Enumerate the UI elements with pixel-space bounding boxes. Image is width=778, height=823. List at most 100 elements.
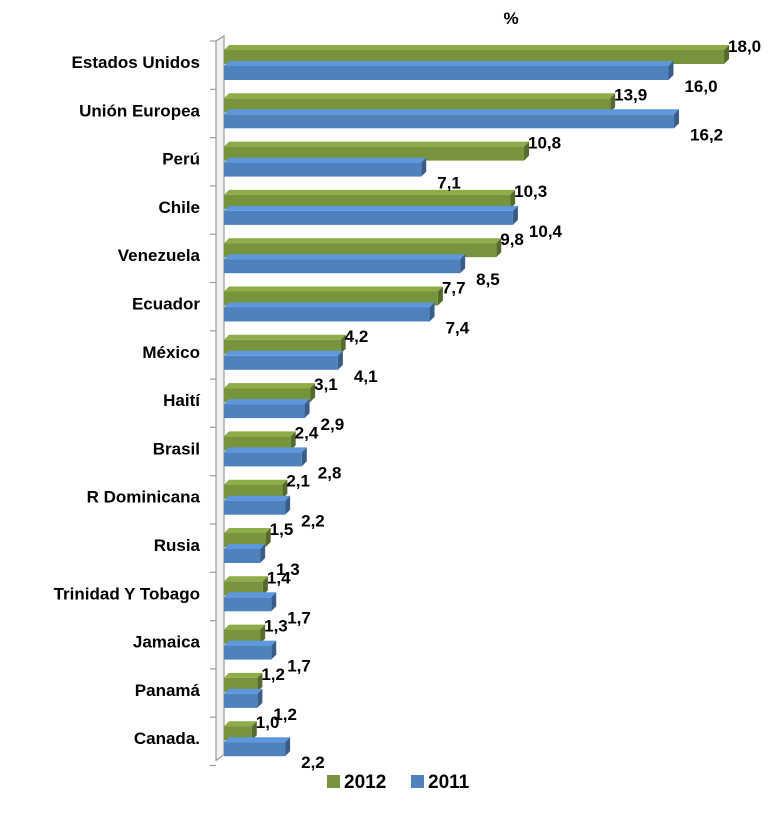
bar-side-face [524,141,530,161]
value-label-2011: 1,7 [287,657,311,676]
bar-2011 [224,109,680,129]
bar-front-face [224,355,338,370]
bar-front-face [224,339,341,354]
value-label-2011: 1,7 [287,608,311,627]
bar-front-face [224,581,263,596]
value-label-2012: 10,8 [528,134,561,153]
legend-swatch-2012 [327,775,340,788]
category-label: Canada. [134,729,200,748]
value-label-2012: 3,1 [314,375,338,394]
bar-front-face [224,629,261,644]
bar-side-face [460,254,466,274]
category-axis [210,34,225,767]
bar-2011 [224,350,343,370]
category-label: Haití [163,391,201,410]
value-label-2012: 1,0 [256,713,280,732]
legend: 2012 2011 [327,772,470,793]
category-label: Unión Europea [79,101,200,120]
bar-top-face [224,238,502,244]
category-label: Rusia [154,536,201,555]
bar-2012 [224,672,263,692]
value-label-2012: 1,4 [267,568,291,587]
bar-side-face [668,61,674,80]
value-label-2012: 9,8 [500,230,524,249]
bar-side-face [610,93,616,113]
bar-top-face [224,495,291,501]
bar-front-face [224,533,266,547]
bar-2011 [224,688,263,708]
bar-2012 [224,45,730,64]
bar-top-face [224,302,435,308]
bar-top-face [224,672,263,678]
bar-2012 [224,624,266,644]
bar-front-face [224,452,302,467]
value-label-2012: 2,1 [286,472,310,491]
bar-top-face [224,592,277,598]
value-label-2011: 2,2 [301,512,325,531]
bar-2012 [224,286,443,306]
bar-front-face [224,243,497,258]
bar-top-face [224,254,466,260]
bar-2012 [224,383,316,403]
bar-side-face [337,350,343,370]
bar-2011 [224,592,277,612]
bar-side-face [260,544,266,563]
bar-top-face [224,350,343,356]
bar-2011 [224,737,291,757]
category-label: Ecuador [132,295,200,314]
bar-top-face [224,93,616,99]
bar-side-face [301,447,307,467]
category-label: México [142,343,200,362]
bar-side-face [257,688,263,708]
bar-2012 [224,431,296,451]
bar-front-face [224,404,305,419]
value-label-2011: 8,5 [476,270,500,289]
bar-front-face [224,677,258,692]
bar-front-face [224,436,291,451]
value-label-2012: 4,2 [345,327,369,346]
value-label-2011: 16,0 [684,77,717,96]
category-label: Jamaica [133,633,201,652]
bar-side-face [512,205,518,225]
bar-top-face [224,737,291,743]
bar-front-face [224,597,272,612]
bar-top-face [224,383,316,389]
bar-top-face [224,334,346,340]
bar-front-face [224,98,611,113]
bar-front-face [224,114,675,129]
value-label-2011: 4,1 [354,367,378,386]
bar-2011 [224,447,307,467]
bar-top-face [224,205,518,211]
bar-top-face [224,189,516,195]
bar-side-face [429,302,435,322]
legend-label-2011: 2011 [428,772,470,793]
value-label-2012: 10,3 [514,182,547,201]
bar-front-face [224,307,430,322]
bar-top-face [224,576,268,582]
bar-side-face [674,109,680,129]
legend-swatch-2011 [411,775,424,788]
bar-2011 [224,640,277,660]
bar-front-face [224,291,438,306]
bar-2012 [224,528,271,547]
bar-side-face [285,737,291,757]
bar-front-face [224,259,461,274]
value-label-2011: 7,4 [446,319,470,338]
bar-front-face [224,66,669,80]
bar-side-face [285,495,291,515]
value-labels: 18,0 16,0 13,9 16,2 10,8 7,1 10,3 10,4 9,8 8,5 7,7… [256,37,761,772]
bar-2012 [224,93,616,113]
bar-top-face [224,286,443,292]
bar-side-face [282,479,288,499]
bar-side-face [724,45,730,64]
value-label-2011: 1,2 [273,705,297,724]
bar-side-face [340,334,346,354]
value-label-2012: 13,9 [614,85,647,104]
bar-top-face [224,109,680,115]
bar-front-face [224,500,286,515]
bar-2012 [224,479,288,499]
bar-side-face [262,576,268,596]
bar-front-face [224,726,252,741]
category-label: Trinidad Y Tobago [54,584,200,603]
